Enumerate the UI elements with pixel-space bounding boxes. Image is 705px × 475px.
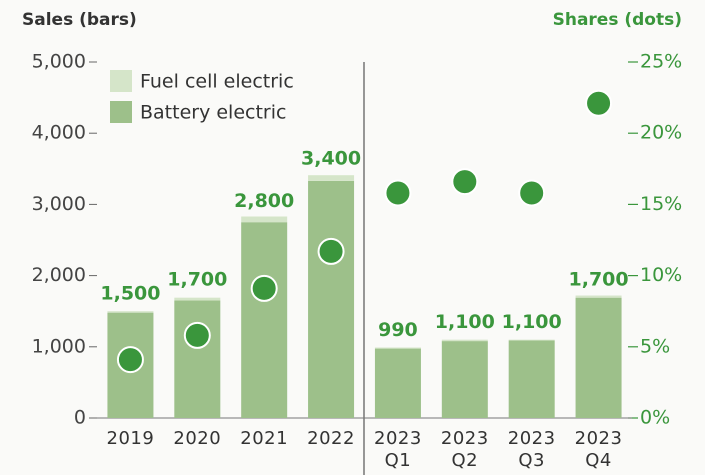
bar-segment	[374, 348, 421, 418]
y-tick-label: 2,000	[32, 264, 86, 286]
y2-tick-label: 0%	[640, 407, 670, 429]
total-label: 2,800	[234, 190, 294, 212]
y2-tick-label: 25%	[640, 51, 682, 73]
y2-tick-label: 20%	[640, 122, 682, 144]
share-dot	[518, 179, 546, 207]
y2-tick-label: 5%	[640, 335, 670, 357]
share-dot	[451, 168, 479, 196]
total-label: 1,500	[100, 283, 160, 305]
total-label: 3,400	[301, 147, 361, 169]
x-tick-label: 2023 Q2	[440, 428, 489, 471]
y2-tick-label: 15%	[640, 193, 682, 215]
bar-segment	[575, 295, 622, 298]
bar-segment	[174, 300, 221, 418]
share-dot	[116, 346, 144, 374]
share-dot	[585, 89, 613, 117]
total-label: 1,700	[569, 268, 629, 290]
x-tick-label: 2020	[173, 428, 222, 449]
x-tick-label: 2019	[106, 428, 155, 449]
share-dot	[250, 274, 278, 302]
y-tick-label: 5,000	[32, 51, 86, 73]
share-dot	[317, 237, 345, 265]
bar-segment	[508, 340, 555, 418]
y-tick-label: 3,000	[32, 193, 86, 215]
y2-title: Shares (dots)	[553, 10, 682, 30]
y-tick-label: 4,000	[32, 122, 86, 144]
bar-segment	[374, 347, 421, 349]
total-label: 990	[378, 319, 418, 341]
bar-segment	[441, 341, 488, 418]
bar-segment	[575, 297, 622, 418]
bar-segment	[174, 297, 221, 301]
total-label: 1,100	[502, 311, 562, 333]
share-dot	[384, 179, 412, 207]
bar-segment	[308, 180, 355, 418]
x-tick-label: 2022	[307, 428, 355, 449]
y2-tick-label: 10%	[640, 264, 682, 286]
legend-label: Fuel cell electric	[140, 71, 294, 93]
x-tick-label: 2023 Q1	[374, 428, 422, 471]
legend-swatch	[110, 70, 132, 92]
total-label: 1,700	[167, 268, 227, 290]
bar-segment	[107, 311, 154, 313]
x-tick-label: 2023 Q4	[574, 428, 623, 471]
legend-label: Battery electric	[140, 102, 286, 124]
bar-segment	[441, 339, 488, 342]
bar-segment	[241, 222, 288, 418]
legend-swatch	[110, 101, 132, 123]
total-label: 1,100	[435, 311, 495, 333]
chart-title: Sales (bars)	[22, 10, 137, 30]
bar-segment	[508, 339, 555, 341]
bar-segment	[241, 216, 288, 223]
x-tick-label: 2021	[240, 428, 289, 449]
share-dot	[183, 321, 211, 349]
y-tick-label: 1,000	[32, 335, 86, 357]
y-tick-label: 0	[74, 407, 86, 429]
x-tick-label: 2023 Q3	[507, 428, 556, 471]
bar-segment	[308, 175, 355, 181]
